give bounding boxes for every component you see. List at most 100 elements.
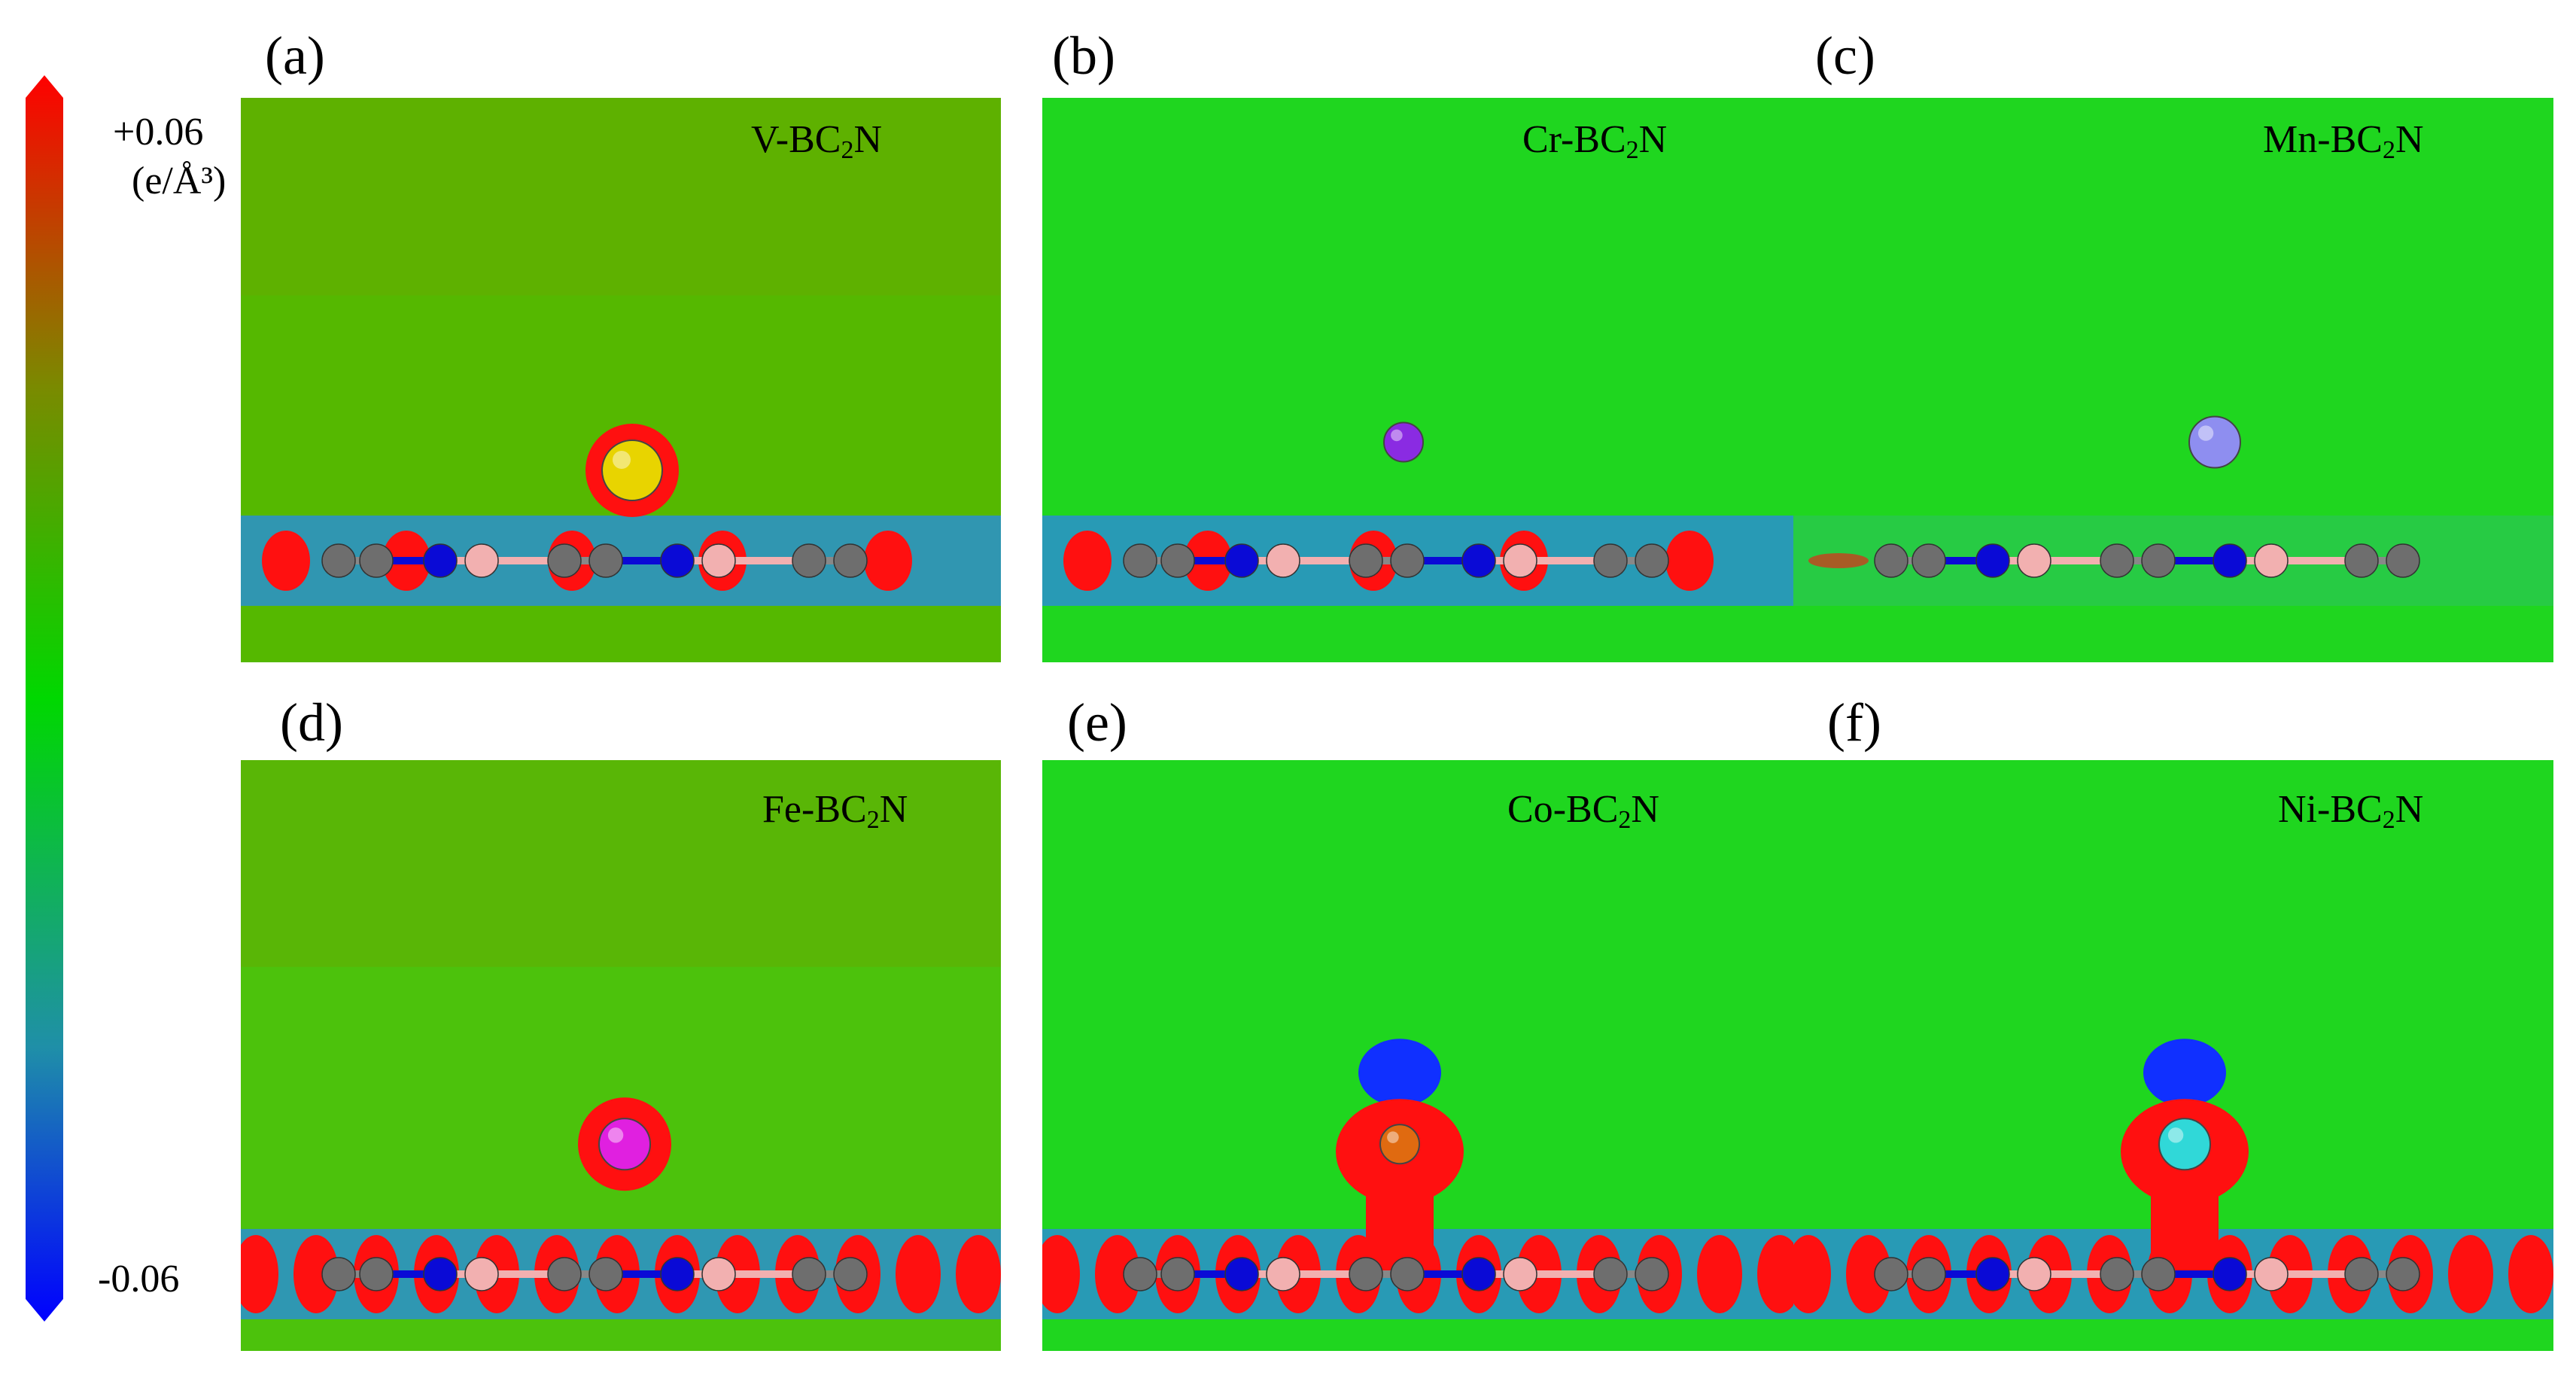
- carbon-atom: [1390, 543, 1425, 578]
- carbon-atom: [1349, 1257, 1383, 1291]
- carbon-atom: [1123, 1257, 1157, 1291]
- colorbar-min-label: -0.06: [98, 1258, 180, 1300]
- panel-label-a: (a): [265, 26, 325, 86]
- panel-c: [1793, 98, 2553, 662]
- colorbar-max-label: +0.06: [113, 111, 204, 154]
- nitrogen-atom: [1224, 1257, 1259, 1291]
- panel-title-e: Co-BC2N: [1507, 788, 1659, 834]
- boron-atom: [2254, 543, 2289, 578]
- panel-title-c: Mn-BC2N: [2263, 118, 2424, 164]
- metal-depletion: [2143, 1039, 2226, 1107]
- colorbar-gradient: [26, 75, 63, 1322]
- boron-atom: [1503, 1257, 1537, 1291]
- accumulation-lobe: [1665, 531, 1714, 591]
- accumulation-lobe: [864, 531, 912, 591]
- carbon-atom: [1123, 543, 1157, 578]
- boron-atom: [1503, 543, 1537, 578]
- carbon-atom: [547, 543, 582, 578]
- carbon-atom: [2386, 543, 2420, 578]
- carbon-atom: [1160, 543, 1195, 578]
- carbon-atom: [1635, 543, 1669, 578]
- accumulation-lobe: [1793, 1234, 1831, 1313]
- carbon-atom: [1160, 1257, 1195, 1291]
- carbon-atom: [1874, 1257, 1908, 1291]
- carbon-atom: [2386, 1257, 2420, 1291]
- accumulation-lobe: [956, 1234, 1001, 1313]
- accumulation-lobe: [896, 1234, 941, 1313]
- carbon-atom: [359, 543, 394, 578]
- colorbar-unit-label: (e/Å³): [132, 160, 227, 202]
- carbon-atom: [321, 1257, 356, 1291]
- carbon-atom: [588, 1257, 623, 1291]
- carbon-atom: [1349, 543, 1383, 578]
- carbon-atom: [1593, 1257, 1628, 1291]
- carbon-atom: [2100, 543, 2134, 578]
- carbon-atom: [1911, 1257, 1946, 1291]
- boron-atom: [1266, 543, 1300, 578]
- accumulation-lobe: [262, 531, 310, 591]
- panel-title-d: Fe-BC2N: [762, 788, 908, 834]
- metal-atom: [601, 440, 663, 501]
- accumulation-lobe: [1063, 531, 1112, 591]
- boron-atom: [1266, 1257, 1300, 1291]
- nitrogen-atom: [1461, 1257, 1496, 1291]
- nitrogen-atom: [1461, 543, 1496, 578]
- panel-label-e: (e): [1067, 692, 1127, 753]
- accumulation-lobe: [1808, 553, 1869, 568]
- panel-b: [1042, 98, 1802, 662]
- carbon-atom: [2344, 1257, 2379, 1291]
- nitrogen-atom: [2213, 543, 2247, 578]
- panel-label-c: (c): [1815, 26, 1875, 86]
- panel-e: [1042, 760, 1802, 1351]
- accumulation-lobe: [2508, 1234, 2553, 1313]
- carbon-atom: [2344, 543, 2379, 578]
- metal-atom: [2188, 415, 2241, 469]
- accumulation-lobe: [1095, 1234, 1140, 1313]
- panel-title-f: Ni-BC2N: [2278, 788, 2424, 834]
- carbon-atom: [359, 1257, 394, 1291]
- carbon-atom: [1593, 543, 1628, 578]
- accumulation-lobe: [241, 1234, 278, 1313]
- nitrogen-atom: [660, 1257, 695, 1291]
- accumulation-lobe: [293, 1234, 339, 1313]
- carbon-atom: [1635, 1257, 1669, 1291]
- panel-label-f: (f): [1827, 692, 1881, 753]
- panel-d: [241, 760, 1001, 1351]
- nitrogen-atom: [1224, 543, 1259, 578]
- boron-atom: [2017, 1257, 2051, 1291]
- boron-atom: [701, 1257, 736, 1291]
- carbon-atom: [1911, 543, 1946, 578]
- carbon-atom: [2100, 1257, 2134, 1291]
- carbon-atom: [2141, 543, 2176, 578]
- accumulation-lobe: [1757, 1234, 1802, 1313]
- panel-title-b: Cr-BC2N: [1522, 118, 1668, 164]
- nitrogen-atom: [423, 1257, 458, 1291]
- carbon-atom: [588, 543, 623, 578]
- boron-atom: [2017, 543, 2051, 578]
- panel-label-b: (b): [1052, 26, 1115, 86]
- carbon-atom: [1874, 543, 1908, 578]
- panel-label-d: (d): [280, 692, 343, 753]
- metal-atom: [1383, 421, 1424, 463]
- accumulation-lobe: [1697, 1234, 1742, 1313]
- boron-atom: [464, 1257, 499, 1291]
- carbon-atom: [2141, 1257, 2176, 1291]
- panel-a: [241, 98, 1001, 662]
- nitrogen-atom: [1975, 1257, 2010, 1291]
- metal-depletion: [1358, 1039, 1441, 1107]
- colorbar: [17, 75, 72, 1322]
- nitrogen-atom: [1975, 543, 2010, 578]
- nitrogen-atom: [660, 543, 695, 578]
- panel-f: [1793, 760, 2553, 1351]
- boron-atom: [701, 543, 736, 578]
- metal-atom: [598, 1118, 651, 1171]
- carbon-atom: [547, 1257, 582, 1291]
- metal-atom: [2158, 1118, 2211, 1171]
- accumulation-lobe: [1042, 1234, 1080, 1313]
- carbon-atom: [833, 543, 868, 578]
- carbon-atom: [321, 543, 356, 578]
- metal-atom: [1379, 1124, 1420, 1165]
- carbon-atom: [1390, 1257, 1425, 1291]
- boron-atom: [2254, 1257, 2289, 1291]
- accumulation-lobe: [1846, 1234, 1891, 1313]
